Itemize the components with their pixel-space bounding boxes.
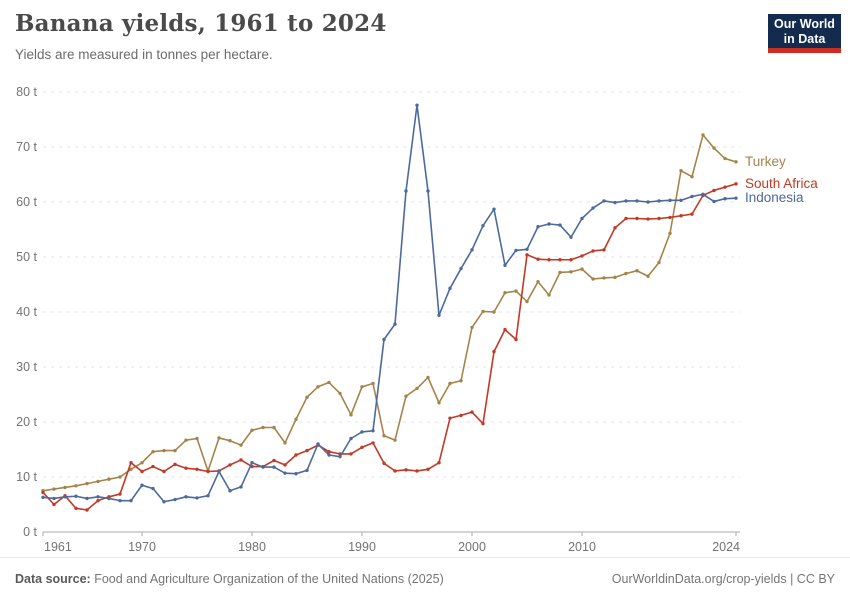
series-points-turkey [41, 133, 738, 493]
x-tick-label: 2000 [458, 540, 486, 554]
y-tick-label: 60 t [16, 195, 37, 209]
series-points-indonesia [41, 103, 738, 504]
series-label-turkey[interactable]: Turkey [745, 154, 786, 169]
series-label-indonesia[interactable]: Indonesia [745, 190, 804, 205]
page-title: Banana yields, 1961 to 2024 [15, 10, 387, 37]
x-tick-label: 1980 [238, 540, 266, 554]
x-tick-label: 1970 [128, 540, 156, 554]
y-tick-label: 0 t [23, 525, 37, 539]
series-points-south-africa [41, 182, 738, 512]
x-tick-label: 2024 [712, 540, 740, 554]
owid-logo-line2: in Data [783, 31, 826, 46]
y-tick-label: 80 t [16, 85, 37, 99]
series-label-south-africa[interactable]: South Africa [745, 176, 818, 191]
page-subtitle: Yields are measured in tonnes per hectar… [15, 47, 273, 62]
x-tick-label: 1961 [44, 540, 72, 554]
y-tick-label: 10 t [16, 470, 37, 484]
series-line-turkey [42, 134, 737, 492]
x-tick-label: 2010 [568, 540, 596, 554]
y-tick-label: 40 t [16, 305, 37, 319]
footer-citation-link[interactable]: OurWorldinData.org/crop-yields | CC BY [611, 571, 835, 586]
chart-footer: Data source: Food and Agriculture Organi… [0, 557, 850, 599]
y-tick-label: 20 t [16, 415, 37, 429]
owid-logo-stripe [768, 48, 841, 53]
y-tick-label: 70 t [16, 140, 37, 154]
owid-logo-line1: Our World [774, 17, 835, 31]
series-line-indonesia [42, 104, 737, 503]
data-source: Data source: Food and Agriculture Organi… [15, 572, 444, 586]
series-line-south-africa [42, 183, 737, 511]
y-tick-label: 30 t [16, 360, 37, 374]
data-source-text[interactable]: Food and Agriculture Organization of the… [94, 571, 444, 586]
owid-logo[interactable]: Our World in Data [768, 14, 841, 53]
y-tick-label: 50 t [16, 250, 37, 264]
x-tick-label: 1990 [348, 540, 376, 554]
data-source-label: Data source: [15, 571, 91, 586]
